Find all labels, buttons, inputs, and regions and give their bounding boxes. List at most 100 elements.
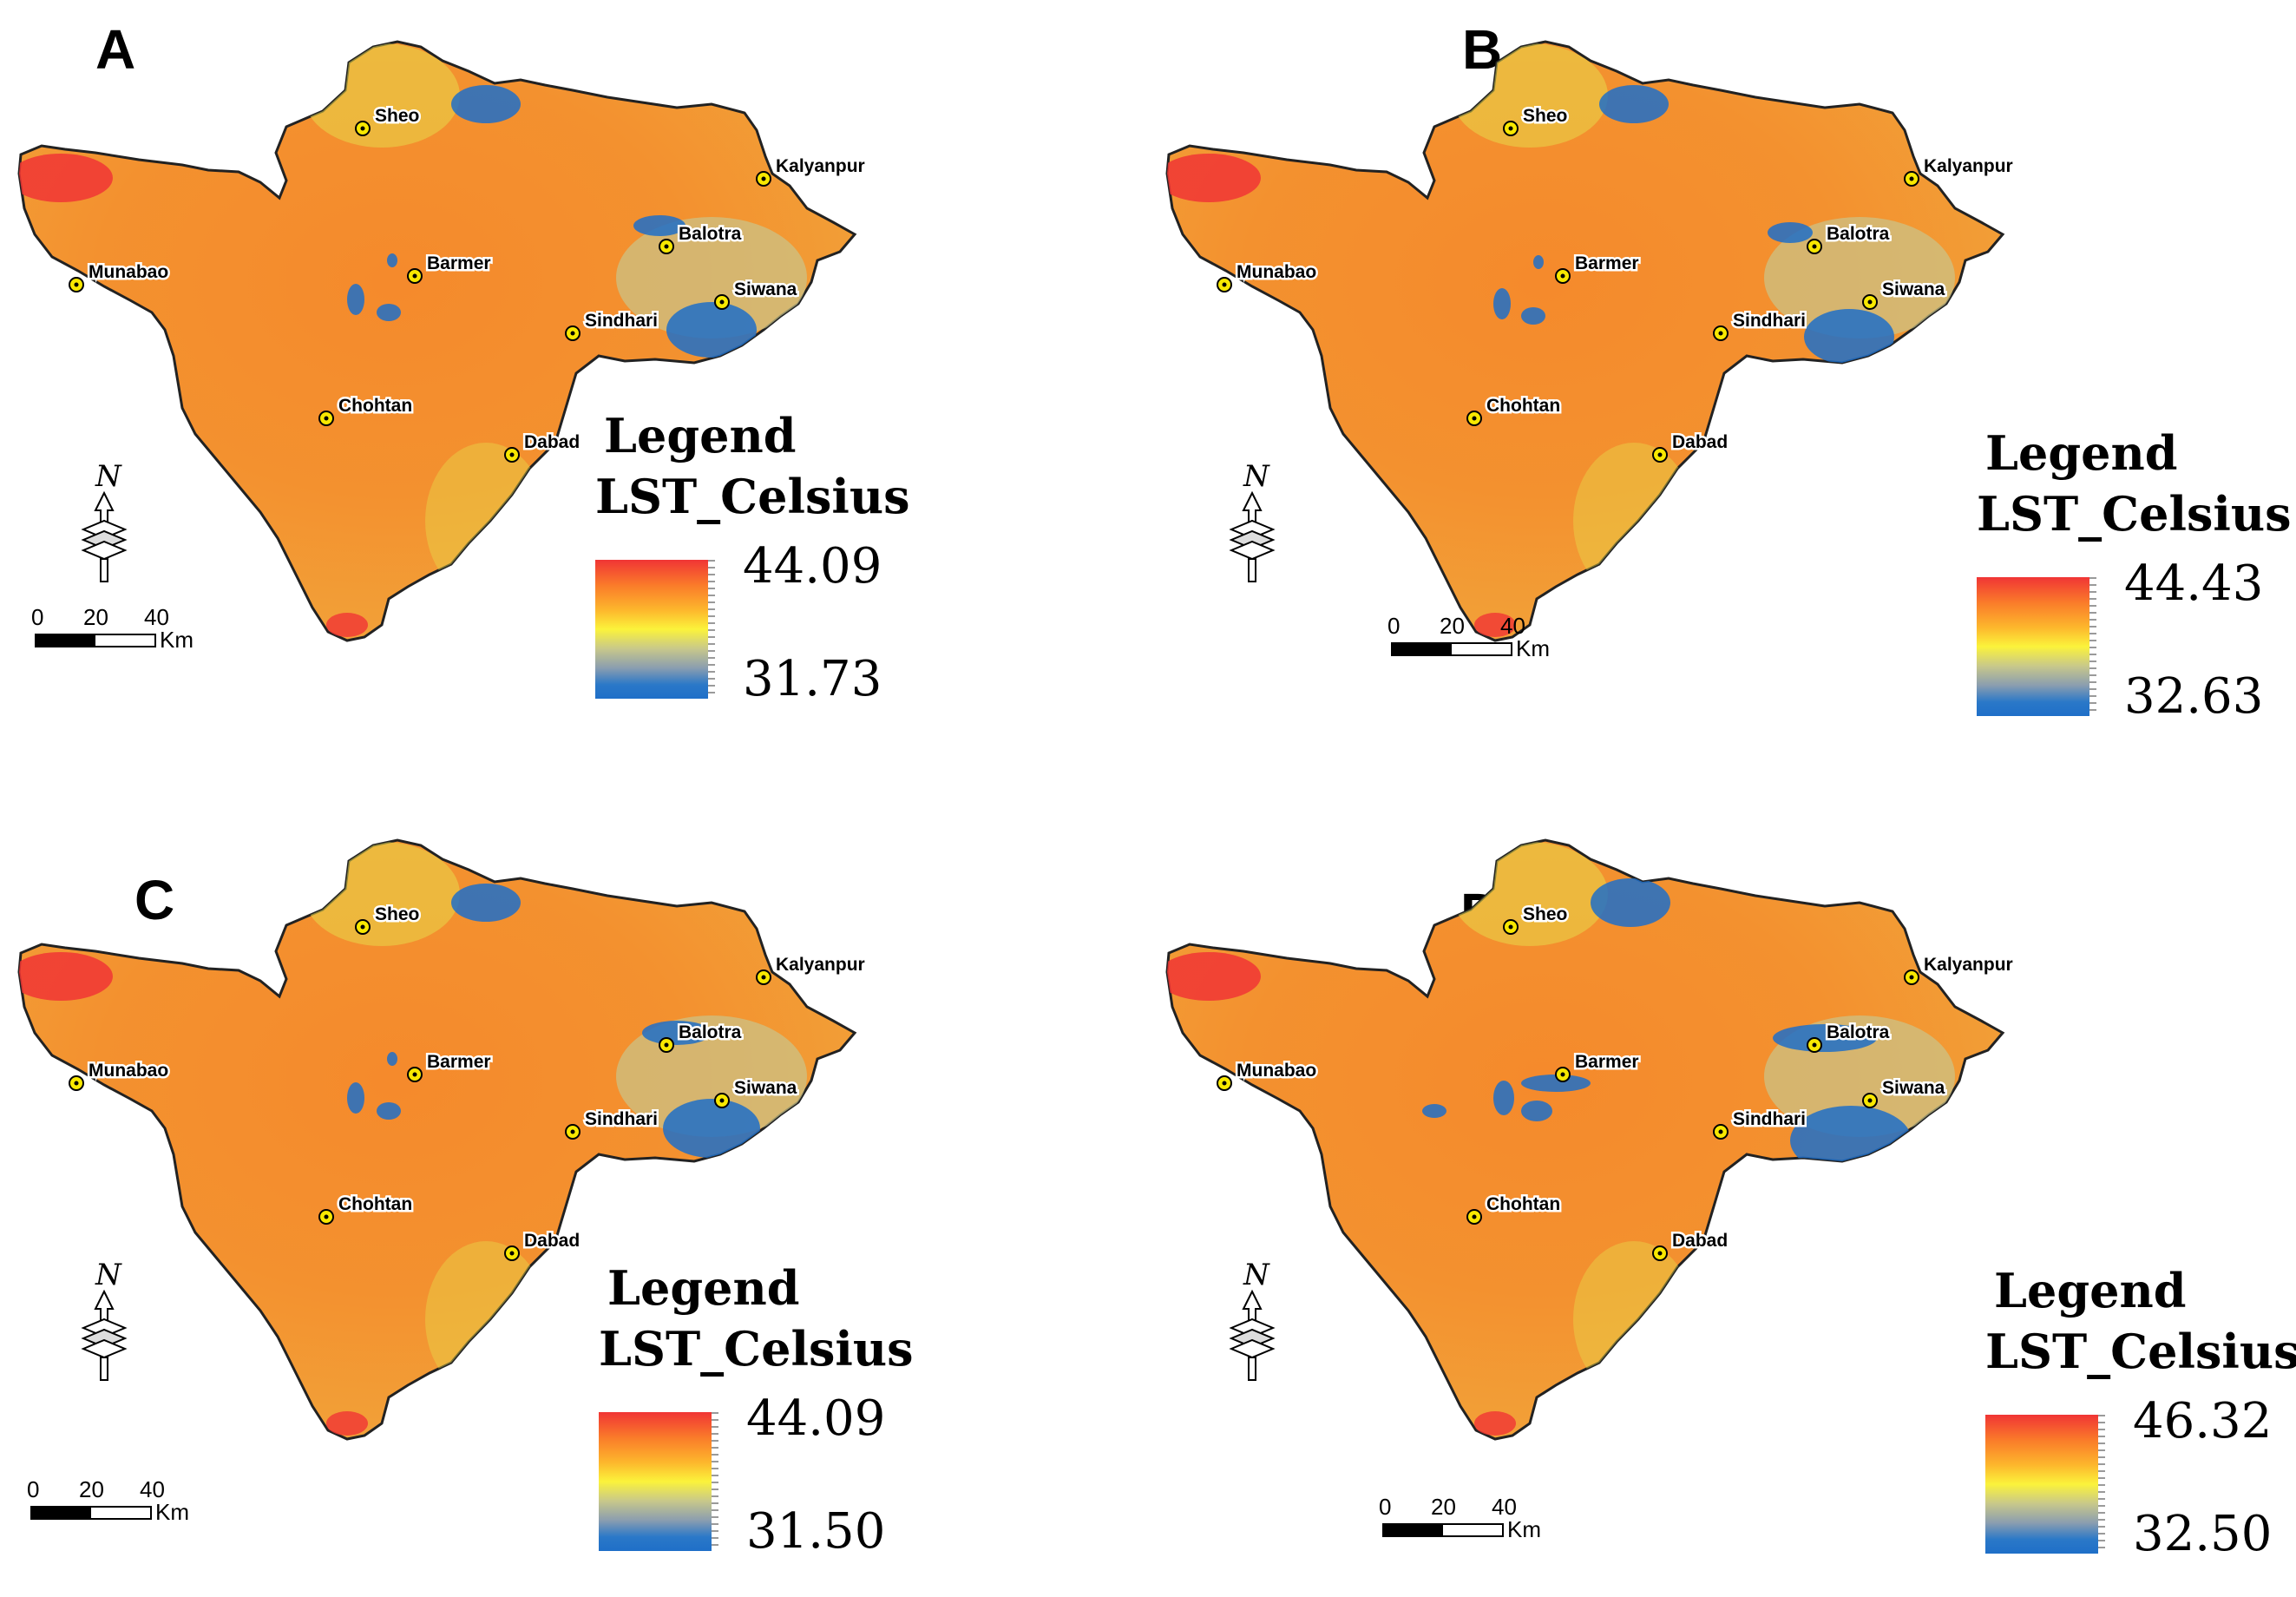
panel-letter: A — [95, 18, 136, 81]
town-label: Siwana — [734, 1078, 797, 1098]
lst-map: Sheo Kalyanpur Balotra Munabao Barmer Siwana S… — [1165, 40, 2015, 642]
town-label: Balotra — [679, 1022, 742, 1042]
panel-a: A Sheo Kalyanpur Balotra Munabao Barmer Siwana… — [0, 0, 1148, 798]
legend-ticks — [2098, 1415, 2105, 1554]
svg-text:N: N — [1243, 459, 1270, 494]
town-label: Sindhari — [585, 311, 658, 331]
town-label: Sheo — [1523, 106, 1567, 126]
town-label: Sheo — [375, 904, 419, 924]
scale-tick-label: 0 — [1387, 613, 1401, 639]
scale-unit: Km — [1516, 635, 1550, 661]
town-marker: Barmer — [1555, 252, 1641, 284]
legend-title: Legend — [604, 408, 797, 463]
cool-zone — [451, 85, 521, 123]
cool-zone — [387, 253, 397, 267]
legend-field-name: LST_Celsius — [1985, 1324, 2296, 1379]
town-label: Siwana — [1882, 1078, 1945, 1098]
svg-text:N: N — [95, 459, 122, 494]
scale-unit: Km — [160, 627, 194, 653]
hot-zone — [19, 154, 113, 202]
town-label: Munabao — [89, 262, 168, 282]
legend-min-value: 32.63 — [2124, 668, 2264, 725]
scale-unit: Km — [1507, 1516, 1541, 1542]
cool-zone — [1493, 288, 1511, 319]
scale-tick-label: 0 — [1379, 1494, 1392, 1520]
town-label: Dabad — [1672, 432, 1728, 452]
cool-zone — [666, 302, 757, 358]
town-label: Chohtan — [1486, 396, 1560, 416]
town-marker: Balotra — [1807, 1021, 1892, 1053]
transition-zone — [1573, 1241, 1695, 1397]
cool-zone — [347, 284, 364, 315]
cool-zone — [377, 304, 401, 321]
town-label: Sindhari — [585, 1109, 658, 1129]
cool-zone — [633, 215, 686, 236]
town-marker: Sheo — [1503, 104, 1570, 136]
scale-bar — [30, 1506, 152, 1520]
transition-zone — [1452, 842, 1608, 946]
town-label: Barmer — [427, 1052, 491, 1072]
cool-zone — [377, 1102, 401, 1120]
cool-zone — [1804, 309, 1894, 365]
town-marker: Dabad — [504, 430, 582, 463]
cool-zone — [1422, 1104, 1446, 1118]
town-marker: Munabao — [69, 260, 171, 292]
legend-title: Legend — [607, 1260, 800, 1316]
svg-text:N: N — [95, 1258, 122, 1292]
scale-tick-label: 20 — [83, 604, 108, 630]
town-marker: Chohtan — [1466, 1193, 1563, 1225]
town-marker: Dabad — [1652, 1229, 1730, 1261]
legend-max-value: 44.09 — [743, 538, 882, 595]
hot-zone — [326, 1411, 368, 1436]
cool-zone — [451, 884, 521, 922]
town-marker: Munabao — [1217, 1059, 1319, 1091]
cool-zone — [1591, 878, 1670, 927]
scale-tick-label: 40 — [140, 1476, 165, 1502]
town-marker: Balotra — [1807, 222, 1892, 254]
legend-max-value: 44.43 — [2124, 555, 2264, 612]
town-marker: Barmer — [407, 252, 493, 284]
town-marker: Siwana — [714, 1076, 799, 1108]
cool-zone — [642, 1021, 712, 1045]
scale-bar — [35, 634, 156, 647]
town-label: Sheo — [1523, 904, 1567, 924]
north-arrow-icon: N — [81, 459, 128, 582]
scale-tick-label: 40 — [1500, 613, 1525, 639]
transition-zone — [425, 1241, 547, 1397]
town-marker: Siwana — [1862, 278, 1947, 310]
north-arrow-icon: N — [1229, 1258, 1276, 1381]
panel-b: B Sheo Kalyanpur Balotra Munabao Barmer Siwana… — [1148, 0, 2296, 798]
panel-c: C Sheo Kalyanpur Balotra Munabao Barmer Siwana… — [0, 798, 1148, 1597]
scale-bar — [1382, 1523, 1504, 1537]
town-marker: Sindhari — [565, 1107, 660, 1140]
town-label: Balotra — [1827, 1022, 1890, 1042]
north-arrow-icon: N — [1229, 459, 1276, 582]
town-marker: Siwana — [714, 278, 799, 310]
scale-tick-label: 40 — [1492, 1494, 1517, 1520]
cool-zone — [1521, 307, 1545, 325]
town-marker: Sheo — [355, 903, 422, 935]
cool-zone — [663, 1099, 760, 1158]
town-marker: Siwana — [1862, 1076, 1947, 1108]
legend-field-name: LST_Celsius — [599, 1321, 914, 1377]
transition-zone — [1452, 43, 1608, 148]
cool-zone — [1608, 1375, 1660, 1403]
lst-map: Sheo Kalyanpur Balotra Munabao Barmer Siwana S… — [17, 838, 867, 1441]
scale-tick-label: 0 — [27, 1476, 40, 1502]
town-marker: Kalyanpur — [1904, 154, 2015, 187]
town-marker: Barmer — [1555, 1050, 1641, 1082]
panel-d: DSheoKalyanpurBalotraMunabaoBarmerSiwana… — [1148, 798, 2296, 1597]
town-label: Barmer — [1575, 253, 1639, 273]
town-marker: Barmer — [407, 1050, 493, 1082]
legend-max-value: 44.09 — [746, 1390, 886, 1447]
town-marker: Sindhari — [1713, 1107, 1808, 1140]
scale-tick-label: 20 — [1440, 613, 1465, 639]
legend-title: Legend — [1994, 1263, 2187, 1318]
legend-field-name: LST_Celsius — [595, 469, 910, 524]
town-label: Siwana — [1882, 279, 1945, 299]
hot-zone — [1167, 154, 1261, 202]
town-marker: Dabad — [1652, 430, 1730, 463]
legend-title: Legend — [1985, 425, 2178, 481]
town-marker: Kalyanpur — [1904, 953, 2015, 985]
hot-zone — [19, 952, 113, 1001]
